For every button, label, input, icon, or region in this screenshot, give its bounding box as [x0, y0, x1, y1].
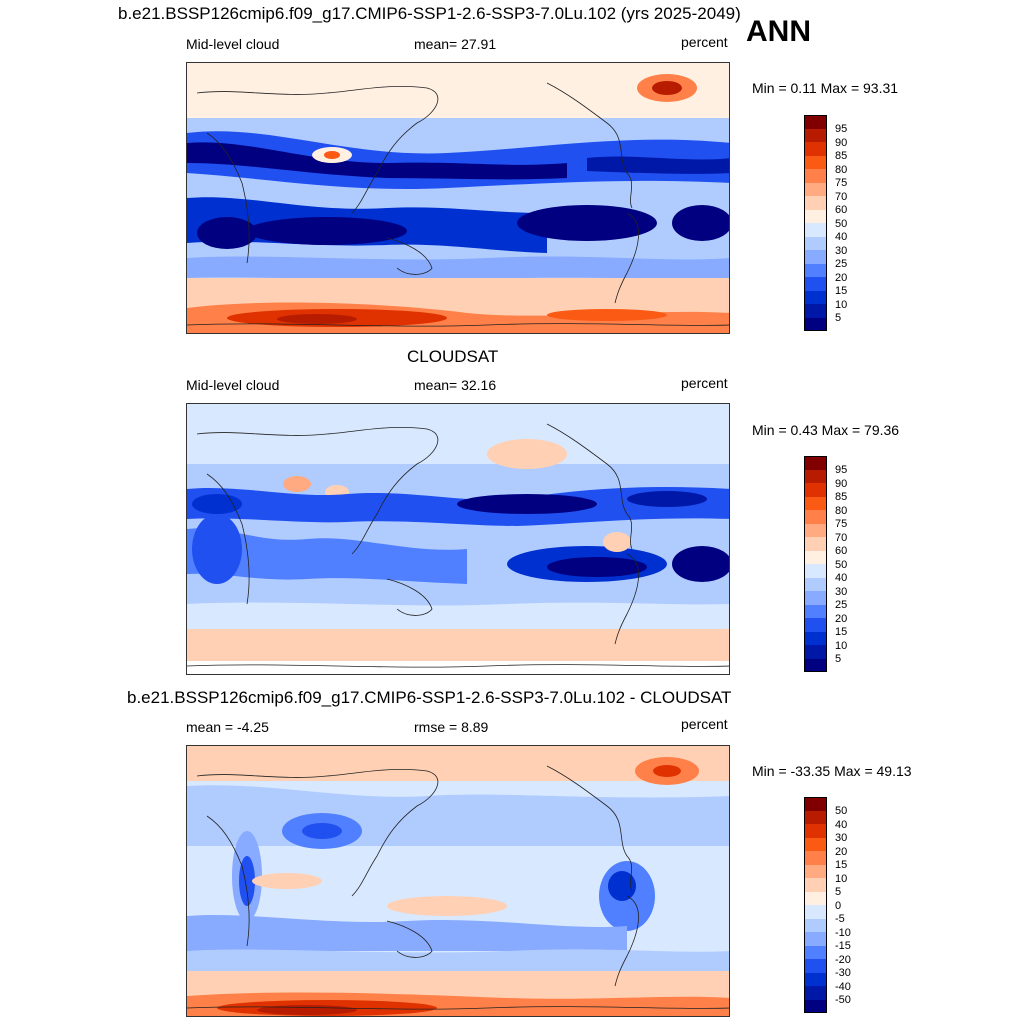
panel-model-mean-label: mean= 27.91	[414, 36, 497, 52]
colorbar-tick-label: 10	[835, 639, 848, 652]
panel-obs-minmax-label: Min = 0.43 Max = 79.36	[752, 422, 900, 438]
colorbar-tick-label: 85	[835, 150, 848, 162]
panel-obs-colorbar	[804, 456, 827, 672]
colorbar-tick-label: 80	[835, 163, 848, 176]
colorbar-tick-label: 75	[835, 177, 848, 189]
panel-obs-title: CLOUDSAT	[407, 347, 499, 366]
colorbar-tick-label: 70	[835, 531, 848, 544]
colorbar-tick-label: 60	[835, 204, 848, 216]
colorbar-tick-label: -5	[835, 913, 845, 925]
colorbar-tick-label: 10	[835, 298, 848, 311]
colorbar-tick-label: 85	[835, 491, 848, 503]
panel-model-map	[186, 62, 730, 334]
colorbar-tick-label: 40	[835, 231, 848, 243]
colorbar-tick-label: 20	[835, 845, 848, 858]
colorbar-tick-label: -15	[835, 940, 851, 952]
colorbar-tick-label: -10	[835, 926, 851, 939]
panel-obs-mean-label: mean= 32.16	[414, 377, 497, 393]
colorbar-tick-label: 50	[835, 558, 848, 571]
panel-diff-colorbar	[804, 797, 827, 1013]
colorbar-tick-label: 30	[835, 585, 848, 598]
colorbar-tick-label: 15	[835, 859, 848, 871]
colorbar-tick-label: 70	[835, 190, 848, 203]
colorbar-tick-label: 10	[835, 872, 848, 885]
colorbar-tick-label: 30	[835, 832, 848, 844]
panel-diff-title: b.e21.BSSP126cmip6.f09_g17.CMIP6-SSP1-2.…	[127, 688, 732, 707]
colorbar-tick-label: 0	[835, 899, 842, 912]
panel-model-minmax-label: Min = 0.11 Max = 93.31	[752, 80, 899, 96]
colorbar-tick-label: 5	[835, 653, 842, 665]
colorbar-tick-label: -50	[835, 994, 851, 1006]
colorbar-tick-label: 30	[835, 244, 848, 257]
colorbar-tick-label: 95	[835, 464, 848, 476]
panel-obs-units-label: percent	[681, 375, 728, 391]
colorbar-tick-label: 15	[835, 626, 848, 638]
colorbar-tick-label: 40	[835, 572, 848, 584]
panel-diff-minmax-label: Min = -33.35 Max = 49.13	[752, 763, 912, 779]
colorbar-tick-label: 60	[835, 545, 848, 557]
panel-model-variable-label: Mid-level cloud	[186, 36, 280, 52]
panel-model-colorbar	[804, 115, 827, 331]
colorbar-tick-label: 25	[835, 258, 848, 270]
main-title: b.e21.BSSP126cmip6.f09_g17.CMIP6-SSP1-2.…	[118, 4, 741, 23]
panel-obs-variable-label: Mid-level cloud	[186, 377, 280, 393]
colorbar-tick-label: -40	[835, 980, 851, 993]
colorbar-tick-label: 50	[835, 805, 848, 817]
colorbar-tick-label: -20	[835, 953, 851, 966]
colorbar-tick-label: 90	[835, 477, 848, 490]
panel-obs-map	[186, 403, 730, 675]
colorbar-tick-label: 20	[835, 271, 848, 284]
colorbar-tick-label: 20	[835, 612, 848, 625]
panel-diff-mean-label: mean = -4.25	[186, 719, 269, 735]
colorbar-tick-label: 25	[835, 599, 848, 611]
panel-model-units-label: percent	[681, 34, 728, 50]
panel-diff-rmse-label: rmse = 8.89	[414, 719, 489, 735]
colorbar-tick-label: 95	[835, 123, 848, 135]
colorbar-tick-label: 40	[835, 818, 848, 831]
colorbar-tick-label: 15	[835, 285, 848, 297]
colorbar-tick-label: 75	[835, 518, 848, 530]
colorbar-tick-label: 90	[835, 136, 848, 149]
colorbar-tick-label: -30	[835, 967, 851, 979]
season-label: ANN	[746, 15, 811, 48]
panel-diff-map	[186, 745, 730, 1017]
colorbar-tick-label: 50	[835, 217, 848, 230]
colorbar-tick-label: 80	[835, 504, 848, 517]
colorbar-tick-label: 5	[835, 312, 842, 324]
colorbar-tick-label: 5	[835, 886, 842, 898]
panel-diff-units-label: percent	[681, 716, 728, 732]
